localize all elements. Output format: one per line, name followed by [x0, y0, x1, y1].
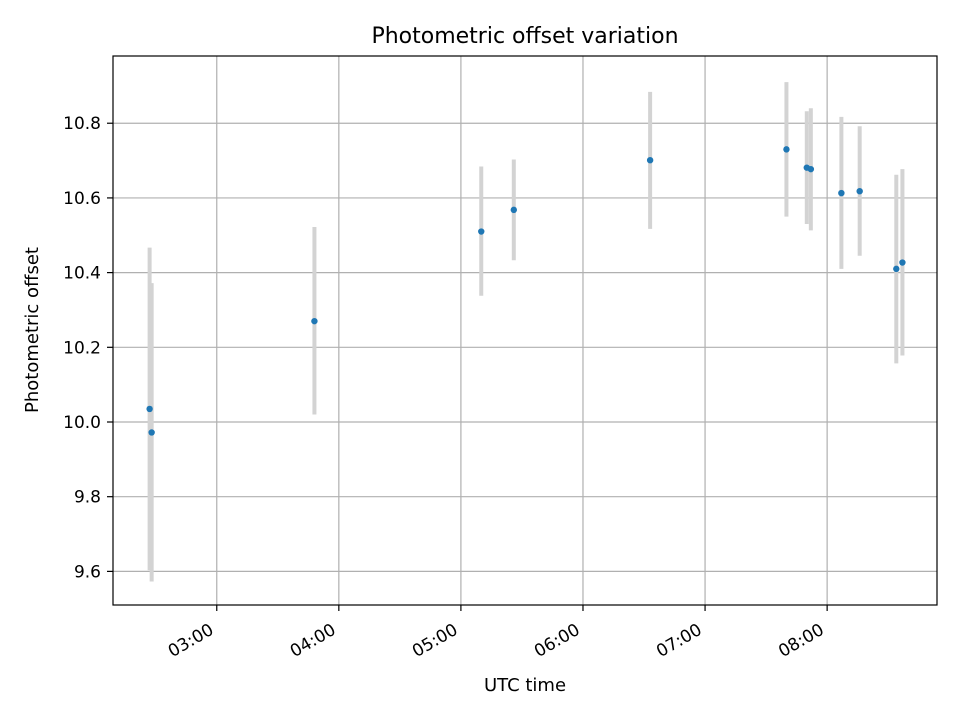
data-point [838, 189, 845, 197]
data-point [510, 206, 518, 214]
data-point [478, 228, 485, 235]
chart-title: Photometric offset variation [371, 24, 678, 49]
y-tick-label: 9.8 [74, 488, 101, 508]
y-tick-label: 9.6 [74, 562, 101, 582]
y-tick-label: 10.4 [63, 264, 101, 284]
errorbar-layer [147, 82, 905, 582]
data-point [783, 146, 790, 153]
y-axis-label: Photometric offset [22, 247, 43, 413]
data-point [146, 405, 153, 413]
y-tick-label: 10.6 [63, 189, 101, 209]
data-point [893, 265, 900, 273]
data-point [311, 317, 318, 325]
data-point [148, 429, 155, 436]
x-tick-label: 08:00 [775, 620, 827, 662]
data-point [899, 259, 906, 266]
data-point [646, 156, 654, 164]
y-tick-label: 10.8 [63, 114, 101, 134]
data-point [856, 187, 863, 195]
x-axis-label: UTC time [484, 675, 566, 696]
x-tick-label: 04:00 [287, 620, 339, 662]
tick-layer: 03:00 04:00 05:00 06:00 07:00 08:00 9.6 9.8 10.0… [63, 114, 828, 662]
point-layer [146, 146, 906, 436]
x-tick-label: 03:00 [165, 620, 217, 662]
grid-layer [113, 56, 937, 605]
x-tick-label: 06:00 [531, 620, 583, 662]
x-tick-label: 07:00 [653, 620, 705, 662]
plot-frame [112, 55, 938, 606]
y-tick-label: 10.0 [63, 413, 101, 433]
data-point [807, 165, 815, 173]
y-tick-label: 10.2 [63, 338, 101, 358]
x-tick-label: 05:00 [409, 620, 461, 662]
